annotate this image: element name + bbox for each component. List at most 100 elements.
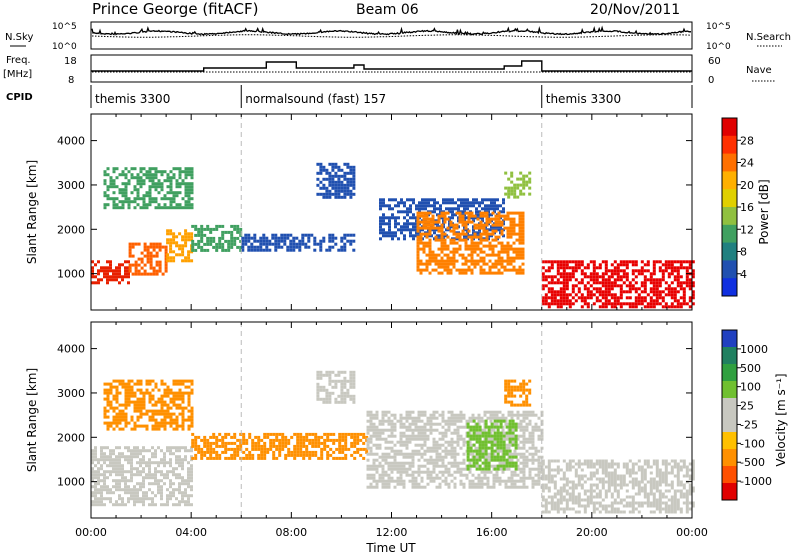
range-gate-cell xyxy=(622,462,626,466)
range-gate-cell xyxy=(592,293,596,297)
range-gate-cell xyxy=(610,462,614,466)
freq-unit-label: [MHz] xyxy=(3,69,32,80)
range-gate-cell xyxy=(433,228,436,232)
range-gate-cell xyxy=(504,379,508,383)
range-gate-cell xyxy=(133,409,137,413)
range-gate-cell xyxy=(148,197,152,201)
range-gate-cell xyxy=(486,410,490,414)
range-gate-cell xyxy=(139,482,142,486)
range-gate-cell xyxy=(470,238,474,242)
range-gate-cell xyxy=(133,200,137,204)
range-gate-cell xyxy=(464,259,468,263)
range-gate-cell xyxy=(443,232,447,236)
range-gate-cell xyxy=(416,226,420,230)
range-gate-cell xyxy=(449,271,453,275)
range-gate-cell xyxy=(178,176,182,180)
range-gate-cell xyxy=(334,373,338,377)
range-gate-cell xyxy=(510,180,514,184)
range-gate-cell xyxy=(322,165,326,169)
range-gate-cell xyxy=(565,275,569,279)
range-gate-cell xyxy=(166,446,169,450)
range-gate-cell xyxy=(676,266,680,270)
range-gate-cell xyxy=(426,419,430,423)
range-gate-cell xyxy=(491,250,495,254)
range-gate-cell xyxy=(417,473,421,477)
range-gate-cell xyxy=(230,239,234,243)
range-gate-cell xyxy=(289,245,293,249)
range-gate-cell xyxy=(277,239,281,243)
range-gate-cell xyxy=(181,415,185,419)
range-gate-cell xyxy=(510,413,514,417)
range-gate-cell xyxy=(467,235,471,239)
range-gate-cell xyxy=(218,438,222,442)
range-gate-cell xyxy=(127,449,130,453)
range-gate-cell xyxy=(148,503,151,507)
range-gate-cell xyxy=(109,176,113,180)
range-gate-cell xyxy=(472,431,476,435)
range-gate-cell xyxy=(106,394,110,398)
range-gate-cell xyxy=(136,473,139,477)
range-gate-cell xyxy=(478,455,482,459)
range-gate-cell xyxy=(343,162,347,166)
range-gate-cell xyxy=(190,412,194,416)
range-gate-cell xyxy=(325,400,329,404)
range-gate-cell xyxy=(391,216,394,220)
range-gate-cell xyxy=(496,425,500,429)
range-gate-cell xyxy=(509,220,513,224)
range-gate-cell xyxy=(556,498,560,502)
range-gate-cell xyxy=(583,498,587,502)
range-gate-cell xyxy=(319,397,323,401)
range-gate-cell xyxy=(295,245,299,249)
range-gate-cell xyxy=(175,446,178,450)
range-gate-cell xyxy=(521,262,525,266)
range-gate-cell xyxy=(397,204,400,208)
range-gate-cell xyxy=(468,440,472,444)
range-gate-cell xyxy=(187,232,191,236)
range-gate-cell xyxy=(178,203,182,207)
range-gate-cell xyxy=(299,444,303,448)
range-gate-cell xyxy=(256,245,260,249)
range-gate-cell xyxy=(521,271,525,275)
range-gate-cell xyxy=(513,485,517,489)
range-gate-cell xyxy=(457,207,460,211)
range-gate-cell xyxy=(685,281,689,285)
range-gate-cell xyxy=(399,467,403,471)
range-gate-cell xyxy=(490,204,493,208)
range-gate-cell xyxy=(106,458,109,462)
range-gate-cell xyxy=(510,428,514,432)
range-gate-cell xyxy=(97,479,100,483)
range-gate-cell xyxy=(478,204,481,208)
range-gate-cell xyxy=(411,470,415,474)
range-gate-cell xyxy=(233,224,237,228)
range-gate-cell xyxy=(393,464,397,468)
range-gate-cell xyxy=(556,492,560,496)
range-gate-cell xyxy=(139,424,143,428)
range-gate-cell xyxy=(169,256,173,260)
range-gate-cell xyxy=(94,446,97,450)
range-gate-cell xyxy=(112,272,115,276)
range-gate-cell xyxy=(631,501,635,505)
range-gate-cell xyxy=(127,203,131,207)
range-gate-cell xyxy=(212,435,216,439)
range-gate-cell xyxy=(184,406,188,410)
range-gate-cell xyxy=(559,299,563,303)
range-gate-cell xyxy=(390,428,394,432)
range-gate-cell xyxy=(427,198,430,202)
range-gate-cell xyxy=(432,449,436,453)
range-gate-cell xyxy=(437,259,441,263)
range-gate-cell xyxy=(399,461,403,465)
range-gate-cell xyxy=(547,275,551,279)
range-gate-cell xyxy=(100,458,103,462)
range-gate-cell xyxy=(577,263,581,267)
range-gate-cell xyxy=(525,410,529,414)
range-gate-cell xyxy=(136,494,139,498)
range-gate-cell xyxy=(343,382,347,386)
range-gate-cell xyxy=(241,239,245,243)
range-gate-cell xyxy=(474,431,478,435)
range-gate-cell xyxy=(128,245,132,249)
range-gate-cell xyxy=(429,416,433,420)
range-gate-cell xyxy=(616,462,620,466)
range-gate-cell xyxy=(331,236,335,240)
range-gate-cell xyxy=(416,235,420,239)
range-gate-cell xyxy=(263,456,267,460)
